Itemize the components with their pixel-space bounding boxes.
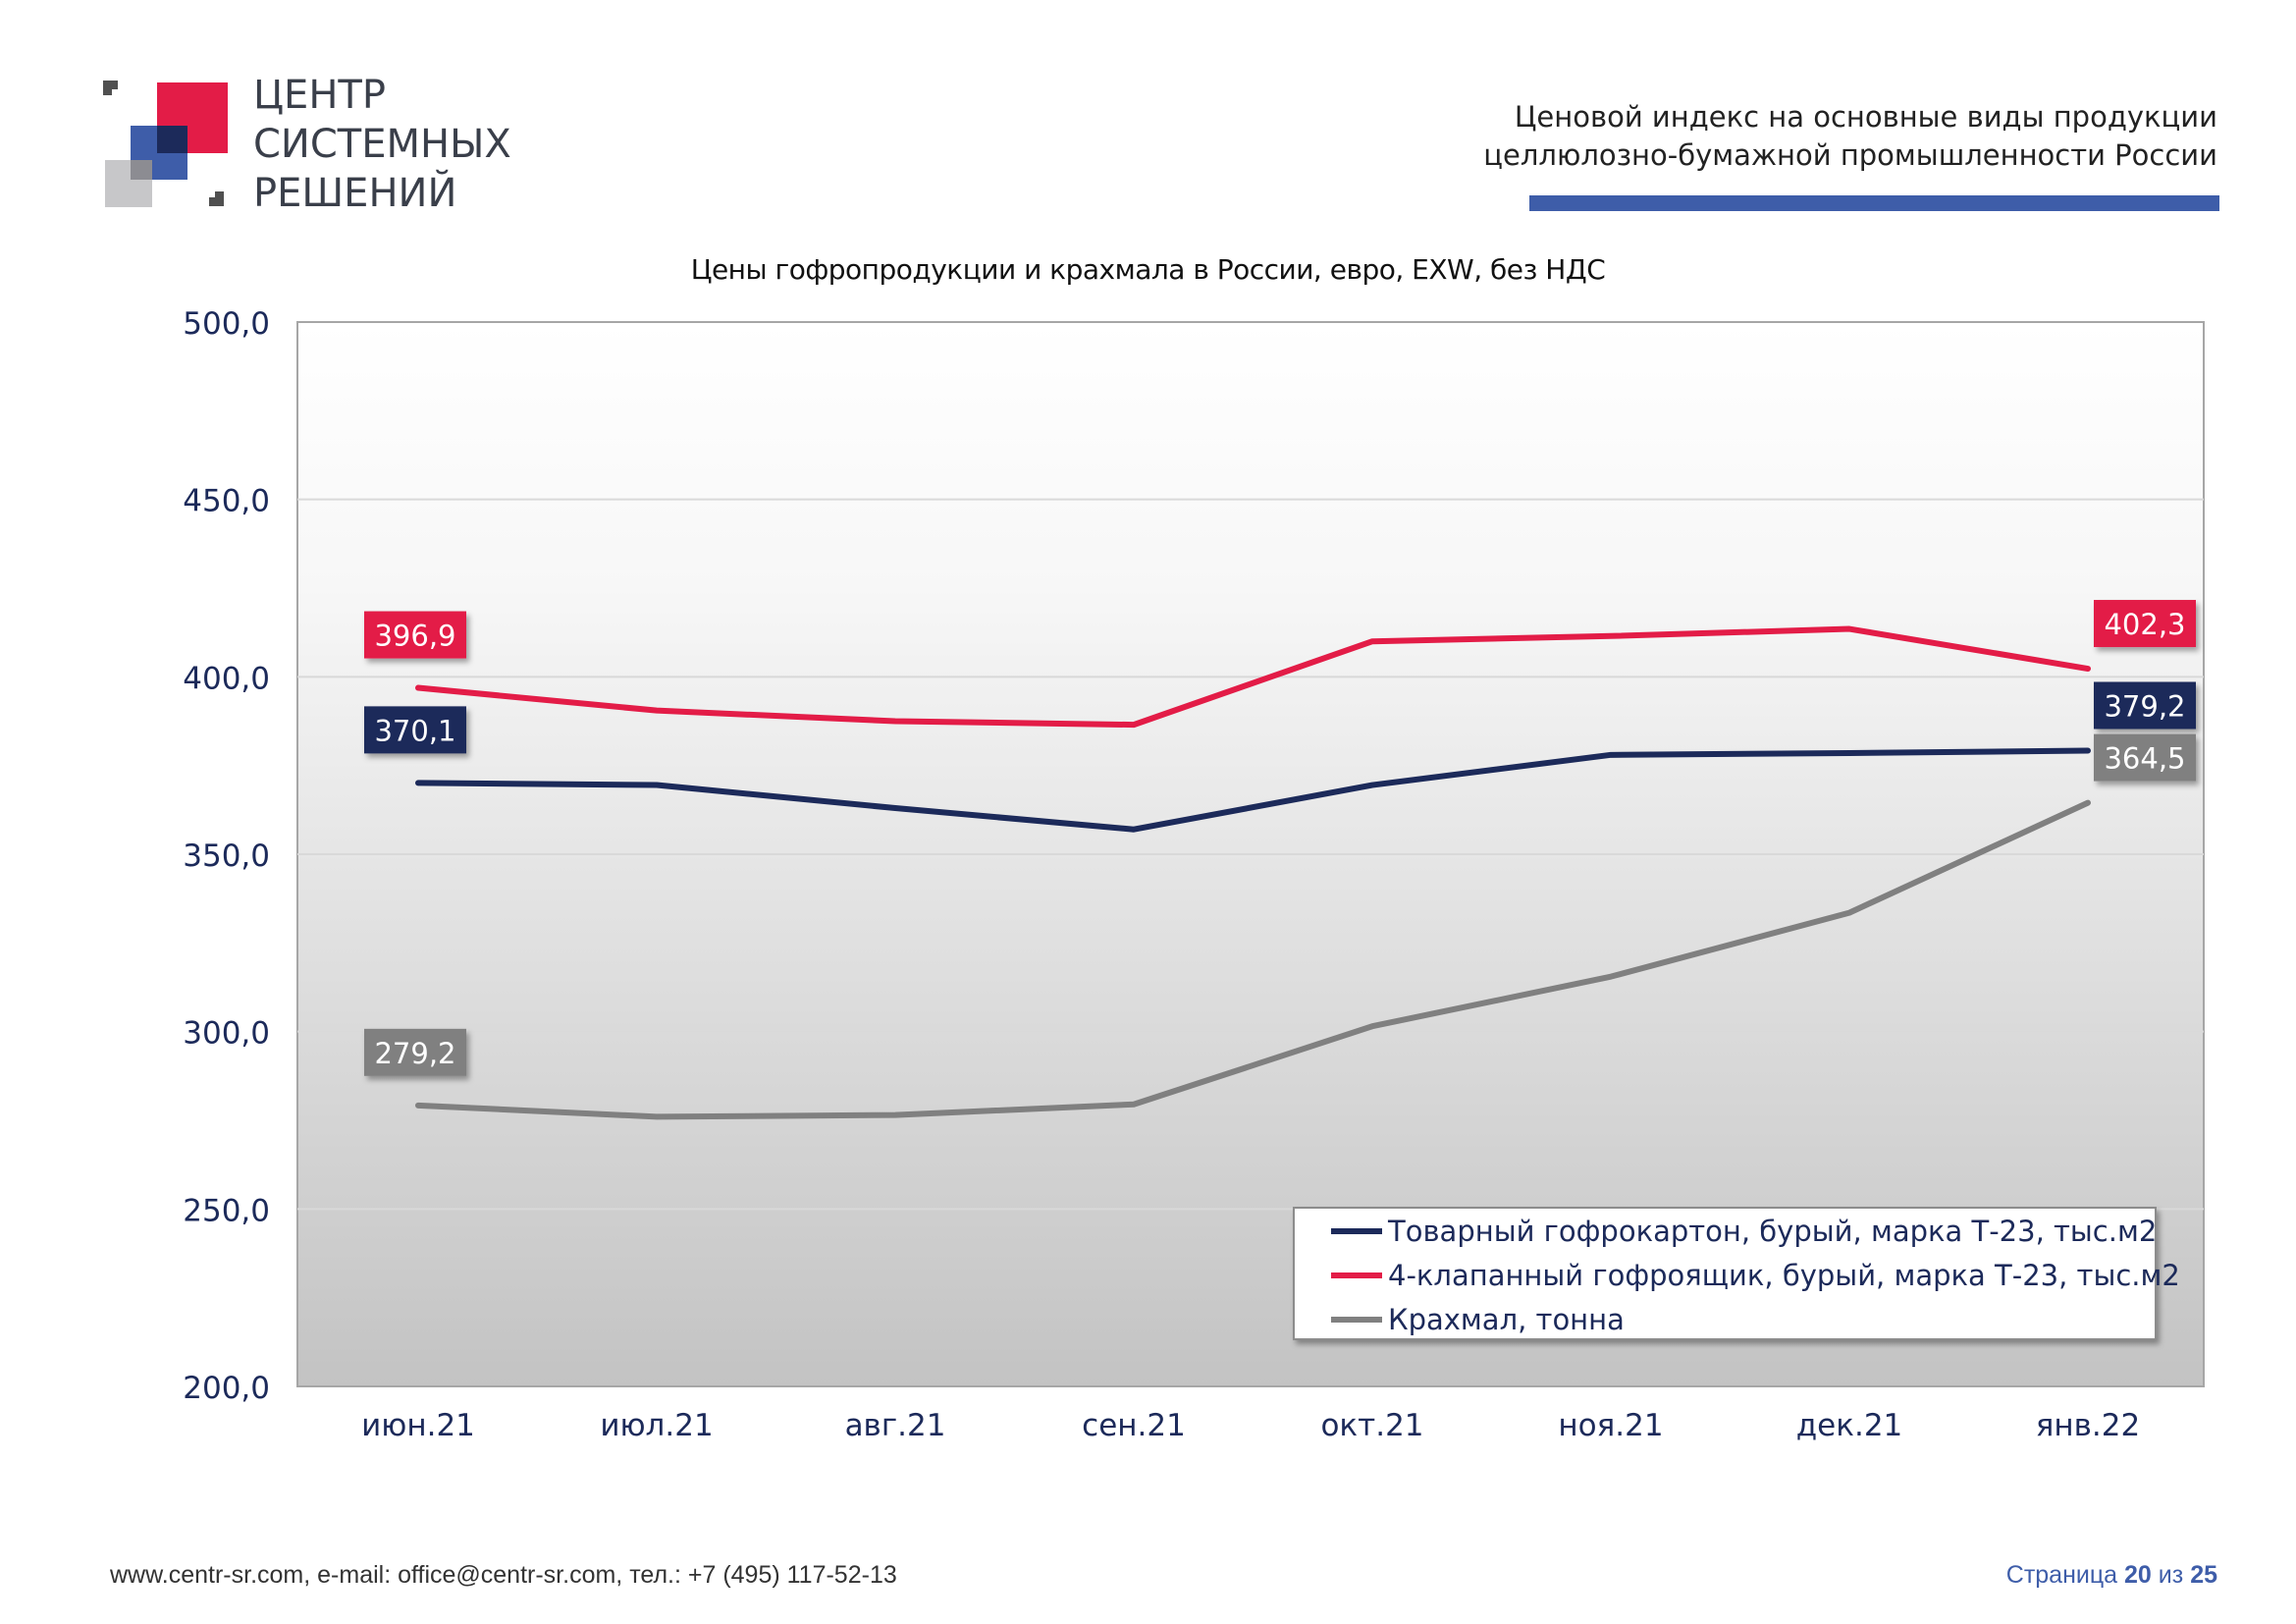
brand-name-line: РЕШЕНИЙ: [253, 171, 457, 216]
y-tick-label: 350,0: [183, 839, 270, 874]
x-axis: июн.21 июл.21 авг.21 сен.21 окт.21 ноя.21 дек.…: [361, 1408, 2140, 1443]
data-label-start: 279,2: [364, 1028, 466, 1076]
series-line: [415, 799, 2091, 1120]
legend: Товарный гофрокартон, бурый, марка Т-23,…: [1293, 1207, 2180, 1340]
data-label-start: 370,1: [364, 706, 466, 754]
x-tick-label: июл.21: [600, 1408, 713, 1443]
y-tick-label: 250,0: [183, 1193, 270, 1228]
brand-name-line: ЦЕНТР: [253, 73, 386, 118]
data-label-end: 379,2: [2094, 681, 2196, 730]
svg-text:364,5: 364,5: [2104, 742, 2185, 776]
footer-contacts: www.centr-sr.com, e-mail: office@centr-s…: [110, 1561, 897, 1589]
grid-lines: [297, 498, 2204, 1211]
x-tick-label: авг.21: [845, 1408, 946, 1443]
data-label-end: 402,3: [2094, 600, 2196, 648]
legend-item: Товарный гофрокартон, бурый, марка Т-23,…: [1331, 1215, 2157, 1248]
series-lines: [415, 625, 2091, 1120]
x-tick-label: янв.22: [2036, 1408, 2141, 1443]
y-tick-label: 500,0: [183, 306, 270, 342]
x-tick-label: июн.21: [361, 1408, 475, 1443]
svg-text:379,2: 379,2: [2104, 689, 2185, 723]
x-tick-label: дек.21: [1796, 1408, 1903, 1443]
brand-name-line: СИСТЕМНЫХ: [253, 122, 511, 167]
y-axis: 500,0 450,0 400,0 350,0 300,0 250,0 200,0: [183, 306, 270, 1406]
y-tick-label: 200,0: [183, 1371, 270, 1406]
x-tick-label: ноя.21: [1558, 1408, 1663, 1443]
legend-item: Крахмал, тонна: [1331, 1303, 1625, 1336]
y-tick-label: 450,0: [183, 484, 270, 519]
data-labels: 370,1 379,2 396,9 402,3 279,2 364,5: [364, 600, 2196, 1076]
svg-text:396,9: 396,9: [374, 620, 455, 653]
x-tick-label: окт.21: [1320, 1408, 1423, 1443]
series-line: [415, 625, 2091, 729]
chart-title: Цены гофропродукции и крахмала в России,…: [690, 253, 1606, 286]
data-label-end: 364,5: [2094, 733, 2196, 782]
header-title-line: Ценовой индекс на основные виды продукци…: [1514, 100, 2217, 134]
document-header-title: Ценовой индекс на основные виды продукци…: [1483, 98, 2217, 175]
svg-text:Крахмал, тонна: Крахмал, тонна: [1388, 1303, 1625, 1336]
page-sep: из: [2158, 1561, 2184, 1589]
x-tick-label: сен.21: [1082, 1408, 1186, 1443]
page-current: 20: [2124, 1561, 2152, 1589]
brand-logo-icon: [103, 81, 228, 207]
series-line: [415, 747, 2091, 833]
page-number: Страница 20 из 25: [2006, 1561, 2217, 1590]
svg-text:279,2: 279,2: [374, 1037, 455, 1070]
legend-box: [1293, 1207, 2157, 1340]
page-total: 25: [2190, 1561, 2217, 1589]
header-accent-bar: [1529, 195, 2219, 211]
data-label-start: 396,9: [364, 611, 466, 659]
page-prefix: Страница: [2005, 1561, 2118, 1589]
y-tick-label: 400,0: [183, 661, 270, 696]
svg-text:Товарный гофрокартон, бурый, м: Товарный гофрокартон, бурый, марка Т-23,…: [1387, 1215, 2157, 1248]
header-title-line: целлюлозно-бумажной промышленности Росси…: [1483, 138, 2217, 172]
svg-text:4-клапанный гофроящик, бурый,: 4-клапанный гофроящик, бурый, марка Т-23…: [1388, 1259, 2180, 1292]
svg-text:370,1: 370,1: [374, 714, 455, 747]
legend-item: 4-клапанный гофроящик, бурый, марка Т-23…: [1331, 1259, 2180, 1292]
y-tick-label: 300,0: [183, 1016, 270, 1052]
svg-text:402,3: 402,3: [2104, 608, 2185, 641]
brand-name: ЦЕНТР СИСТЕМНЫХ РЕШЕНИЙ: [253, 71, 511, 218]
